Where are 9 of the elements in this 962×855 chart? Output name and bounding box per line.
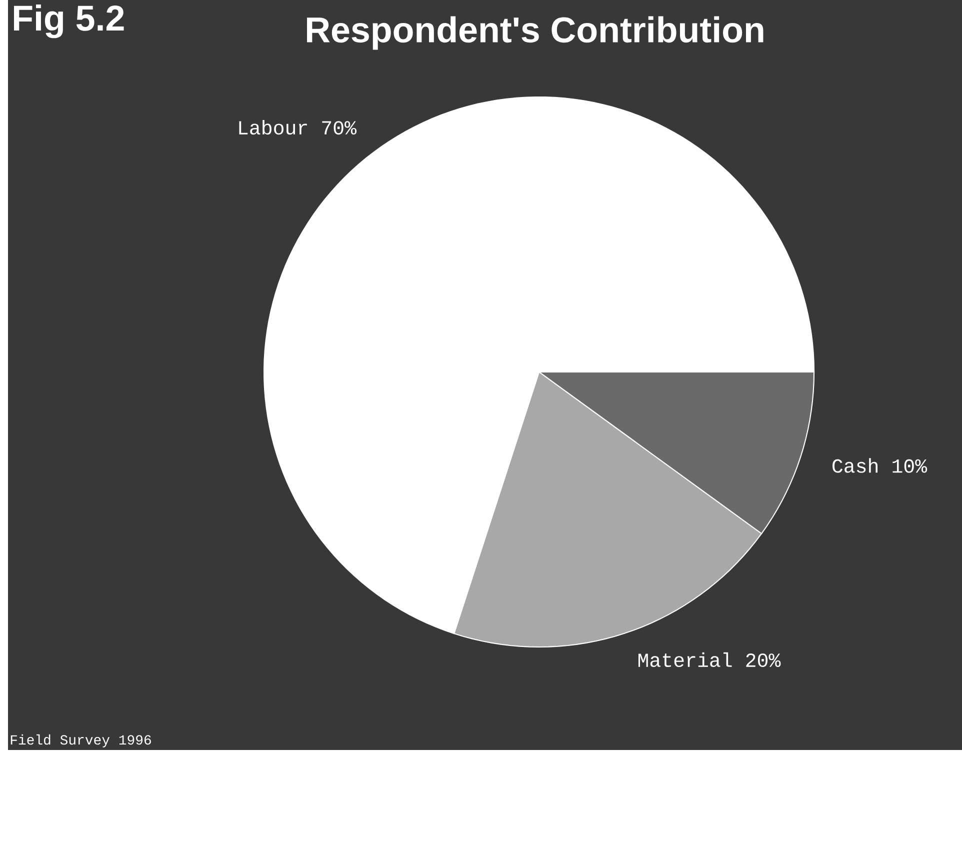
data-label: 10% (892, 459, 928, 473)
slice-label: Material (638, 652, 732, 668)
chart-title: Respondent's Contribution (307, 16, 764, 50)
slice-label: Labour (239, 120, 307, 135)
caption: Fig 5.2 (14, 4, 124, 38)
data-label: 70% (322, 121, 357, 135)
slice-label: Cash (832, 458, 878, 473)
text: Field Survey 1996 (10, 734, 151, 748)
data-label: 20% (746, 653, 781, 668)
